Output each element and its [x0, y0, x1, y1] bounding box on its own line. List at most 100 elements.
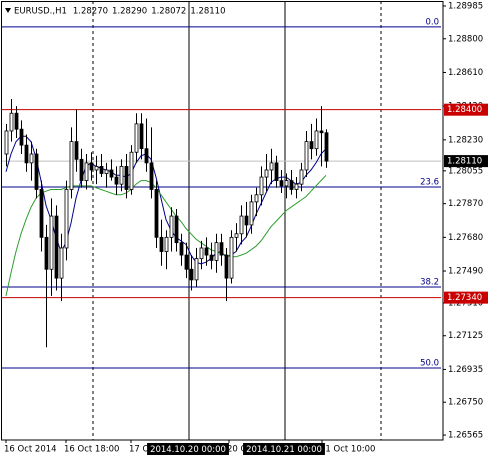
y-tick-label: 1.26750 [448, 398, 483, 408]
candle-body [209, 254, 214, 261]
price-label-box [444, 291, 488, 304]
y-tick-label: 1.28230 [448, 135, 483, 145]
candle-body [179, 242, 184, 256]
fib-label: 50.0 [420, 359, 439, 369]
y-tick-label: 1.27680 [448, 233, 483, 243]
y-tick-label: 1.27125 [448, 331, 483, 341]
moving-average [5, 135, 327, 265]
candle-body [19, 128, 24, 146]
candle-body [39, 189, 44, 238]
y-tick-label: 1.28610 [448, 68, 483, 78]
candle-body [279, 180, 284, 187]
candle-body [149, 162, 154, 190]
candle-body [29, 153, 34, 164]
candle-body [69, 141, 74, 190]
candle-body [214, 242, 219, 261]
fib-label: 23.6 [420, 177, 439, 187]
candle-body [139, 123, 144, 150]
y-tick-label: 1.28985 [448, 1, 483, 11]
candle-body [99, 166, 104, 174]
candle-body [254, 194, 259, 203]
candle-body [304, 141, 309, 171]
candle-body [169, 215, 174, 238]
price-label-box [444, 103, 488, 116]
candle-body [89, 162, 94, 171]
candle-body [9, 112, 14, 132]
candle-body [239, 215, 244, 235]
candle-body [79, 158, 84, 182]
y-tick-label: 1.27490 [448, 267, 483, 277]
candle-body [159, 236, 164, 252]
x-tick-label: 16 Oct 2014 [4, 445, 57, 455]
candle-body [314, 130, 319, 150]
price-label-box [444, 155, 488, 168]
candle-body [119, 166, 124, 185]
candle-body [194, 258, 199, 281]
fib-label: 38.2 [420, 277, 439, 287]
candle-body [134, 123, 139, 153]
separator-label-box [243, 443, 325, 455]
candle-body [309, 141, 314, 150]
candle-body [294, 183, 299, 190]
candle-body [109, 169, 114, 178]
candle-body [219, 242, 224, 256]
candle-body [59, 247, 64, 279]
candle-body [154, 189, 159, 238]
x-tick-label: 21 Oct 10:00 [320, 445, 375, 455]
candle-body [319, 130, 324, 134]
candle-body [204, 247, 209, 256]
header-value: 1.28270 [73, 7, 108, 17]
candle-body [164, 236, 169, 252]
candle-body [199, 247, 204, 260]
candle-body [269, 162, 274, 171]
separator-label: 2014.10.20 00:00 [150, 445, 226, 455]
candle-body [104, 169, 109, 174]
candle-body [234, 233, 239, 238]
candle-body [299, 169, 304, 185]
price-label: 1.28400 [447, 105, 482, 115]
candle-body [74, 141, 79, 160]
candle-body [94, 166, 99, 171]
candle-body [4, 130, 9, 155]
x-tick-label: 16 Oct 18:00 [64, 445, 119, 455]
candle-body [324, 132, 329, 162]
candle-body [54, 215, 59, 279]
candle-body [284, 180, 289, 187]
candle-body [259, 176, 264, 196]
header-value: 1.28290 [112, 7, 147, 17]
y-tick-label: 1.28055 [448, 166, 483, 176]
candle-body [244, 215, 249, 226]
separator-label: 2014.10.21 00:00 [246, 445, 322, 455]
header-icon [5, 8, 11, 13]
fib-label: 0.0 [425, 17, 439, 27]
candle-body [144, 148, 149, 164]
candle-body [174, 215, 179, 244]
price-label: 1.27340 [447, 293, 482, 303]
plot-border [1, 1, 444, 441]
y-tick-label: 1.26565 [448, 431, 483, 441]
header-value: 1.28110 [190, 7, 225, 17]
candle-body [129, 151, 134, 190]
candle-body [249, 201, 254, 226]
candle-body [184, 254, 189, 270]
candle-body [114, 176, 119, 185]
candle-body [49, 215, 54, 270]
candle-body [124, 166, 129, 190]
price-label: 1.28110 [447, 157, 482, 167]
y-tick-label: 1.26935 [448, 365, 483, 375]
candle-body [264, 169, 269, 178]
candle-body [24, 144, 29, 164]
header-value: 1.28072 [151, 7, 186, 17]
y-tick-label: 1.27870 [448, 199, 483, 209]
candle-body [189, 268, 194, 281]
chart-title: EURUSD.,H1 [14, 7, 67, 17]
candle-body [64, 189, 69, 249]
candle-body [14, 112, 19, 130]
separator-label-box [147, 443, 229, 455]
moving-average [5, 174, 327, 297]
candle-body [274, 162, 279, 182]
candle-body [289, 180, 294, 190]
candle-body [229, 236, 234, 279]
